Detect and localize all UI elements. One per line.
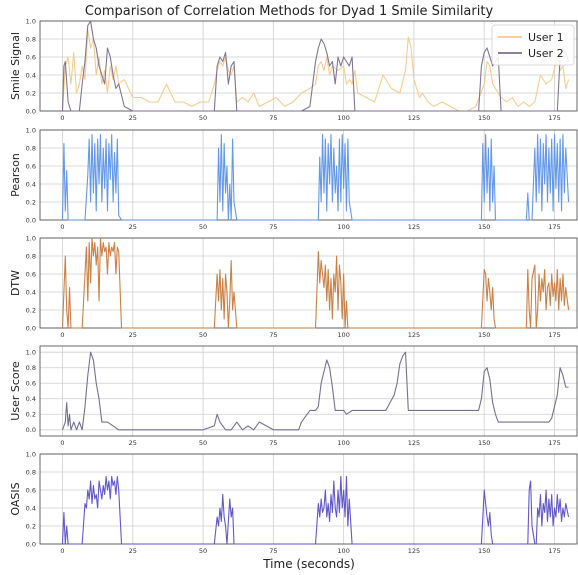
y-tick-label: 0.4	[26, 395, 36, 403]
panel-0: 0.0 0.2 0.4 0.6 0.8 1.0 0 25 50 75 100 125 150 175 Smi…	[9, 17, 578, 122]
x-tick-label: 0	[60, 331, 64, 339]
x-tick-label: 25	[129, 439, 137, 447]
series-line-0-0	[61, 29, 570, 112]
x-tick-label: 150	[478, 439, 490, 447]
legend: User 1 User 2	[491, 24, 575, 66]
x-tick-label: 50	[199, 223, 207, 231]
series-line-3-0	[61, 351, 569, 431]
panel-3: 0.0 0.2 0.4 0.6 0.8 1.0 0 25 50 75 100 125 150 175 Use…	[9, 345, 578, 447]
x-tick-label: 75	[269, 331, 277, 339]
x-tick-label: 25	[129, 331, 137, 339]
y-tick-label: 0.4	[26, 71, 36, 79]
y-tick-label: 0.2	[26, 306, 36, 314]
x-tick-label: 150	[478, 331, 490, 339]
x-tick-label: 75	[269, 547, 277, 555]
chart-title: Comparison of Correlation Methods for Dy…	[84, 4, 494, 19]
x-tick-label: 100	[337, 331, 349, 339]
x-tick-label: 75	[269, 223, 277, 231]
x-tick-label: 175	[548, 331, 560, 339]
x-tick-label: 0	[60, 223, 64, 231]
x-tick-label: 25	[129, 114, 137, 122]
y-tick-label: 1.0	[26, 126, 36, 134]
x-tick-label: 125	[408, 114, 420, 122]
y-tick-label: 0.2	[26, 411, 36, 419]
y-tick-label: 0.6	[26, 53, 36, 61]
x-tick-label: 150	[478, 547, 490, 555]
y-tick-label: 0.6	[26, 486, 36, 494]
x-tick-label: 150	[478, 114, 490, 122]
y-tick-label: 0.8	[26, 468, 36, 476]
legend-label: User 2	[528, 47, 564, 60]
x-tick-label: 50	[199, 331, 207, 339]
panel-frame	[39, 345, 578, 437]
x-tick-label: 0	[60, 439, 64, 447]
x-tick-label: 50	[199, 547, 207, 555]
x-tick-label: 100	[337, 547, 349, 555]
y-axis-label: OASIS	[9, 482, 22, 515]
y-axis-label: User Score	[9, 361, 22, 421]
x-tick-label: 0	[60, 114, 64, 122]
y-tick-label: 0.0	[26, 426, 36, 434]
panel-frame	[39, 20, 578, 112]
x-tick-label: 100	[337, 439, 349, 447]
series-line-2-0	[61, 237, 570, 329]
y-axis-label: DTW	[9, 270, 22, 296]
x-tick-label: 125	[408, 331, 420, 339]
x-tick-label: 125	[408, 223, 420, 231]
y-tick-label: 0.6	[26, 162, 36, 170]
x-tick-label: 125	[408, 547, 420, 555]
y-tick-label: 1.0	[26, 450, 36, 458]
x-tick-label: 150	[478, 223, 490, 231]
y-tick-label: 0.8	[26, 364, 36, 372]
series-line-4-0	[61, 475, 570, 545]
x-tick-label: 175	[548, 114, 560, 122]
x-tick-label: 0	[60, 547, 64, 555]
legend-label: User 1	[528, 31, 564, 44]
y-tick-label: 0.8	[26, 144, 36, 152]
x-tick-label: 175	[548, 223, 560, 231]
legend-box	[491, 24, 575, 66]
y-tick-label: 1.0	[26, 17, 36, 25]
x-axis-label: Time (seconds)	[263, 557, 355, 571]
y-tick-label: 0.2	[26, 522, 36, 530]
y-tick-label: 0.8	[26, 252, 36, 260]
x-tick-label: 100	[337, 223, 349, 231]
x-tick-label: 125	[408, 439, 420, 447]
panel-4: 0.0 0.2 0.4 0.6 0.8 1.0 0 25 50 75 100 125 150 175 OAS…	[9, 450, 578, 555]
y-tick-label: 0.4	[26, 504, 36, 512]
series-line-0-1	[61, 20, 570, 112]
series-line-1-0	[61, 133, 570, 221]
y-tick-label: 0.0	[26, 216, 36, 224]
x-tick-label: 175	[548, 439, 560, 447]
x-tick-label: 50	[199, 439, 207, 447]
y-tick-label: 0.0	[26, 540, 36, 548]
y-tick-label: 0.6	[26, 380, 36, 388]
y-tick-label: 0.6	[26, 270, 36, 278]
y-axis-label: Pearson	[9, 153, 22, 197]
x-tick-label: 75	[269, 114, 277, 122]
panel-frame	[39, 129, 578, 221]
y-tick-label: 0.0	[26, 107, 36, 115]
y-axis-label: Smile Signal	[9, 32, 22, 100]
y-tick-label: 1.0	[26, 349, 36, 357]
y-tick-label: 1.0	[26, 234, 36, 242]
panel-1: 0.0 0.2 0.4 0.6 0.8 1.0 0 25 50 75 100 125 150 175 Pea…	[9, 126, 578, 231]
x-tick-label: 25	[129, 223, 137, 231]
y-tick-label: 0.2	[26, 198, 36, 206]
panel-2: 0.0 0.2 0.4 0.6 0.8 1.0 0 25 50 75 100 125 150 175 DTW	[9, 234, 578, 339]
y-tick-label: 0.0	[26, 324, 36, 332]
y-tick-label: 0.8	[26, 35, 36, 43]
x-tick-label: 100	[337, 114, 349, 122]
x-tick-label: 75	[269, 439, 277, 447]
x-tick-label: 175	[548, 547, 560, 555]
x-tick-label: 25	[129, 547, 137, 555]
y-tick-label: 0.4	[26, 180, 36, 188]
y-tick-label: 0.4	[26, 288, 36, 296]
x-tick-label: 50	[199, 114, 207, 122]
y-tick-label: 0.2	[26, 89, 36, 97]
